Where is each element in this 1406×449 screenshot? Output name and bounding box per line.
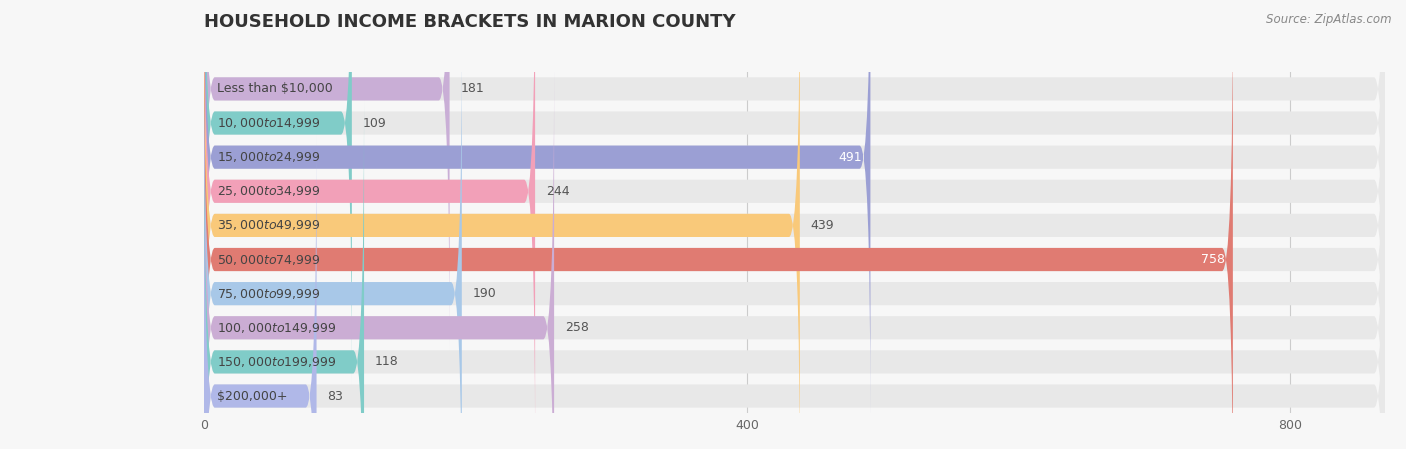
Text: $50,000 to $74,999: $50,000 to $74,999 — [218, 252, 321, 267]
FancyBboxPatch shape — [204, 0, 800, 449]
Text: 118: 118 — [375, 356, 399, 368]
Text: $25,000 to $34,999: $25,000 to $34,999 — [218, 184, 321, 198]
FancyBboxPatch shape — [204, 135, 1385, 449]
Text: 109: 109 — [363, 117, 387, 129]
FancyBboxPatch shape — [204, 0, 1385, 449]
Text: 190: 190 — [472, 287, 496, 300]
FancyBboxPatch shape — [204, 0, 870, 418]
Text: 83: 83 — [328, 390, 343, 402]
Text: 491: 491 — [838, 151, 862, 163]
Text: Source: ZipAtlas.com: Source: ZipAtlas.com — [1267, 13, 1392, 26]
Text: 244: 244 — [546, 185, 569, 198]
FancyBboxPatch shape — [204, 66, 1385, 449]
Text: $10,000 to $14,999: $10,000 to $14,999 — [218, 116, 321, 130]
Text: $35,000 to $49,999: $35,000 to $49,999 — [218, 218, 321, 233]
Text: $75,000 to $99,999: $75,000 to $99,999 — [218, 286, 321, 301]
FancyBboxPatch shape — [204, 0, 1385, 384]
FancyBboxPatch shape — [204, 0, 1233, 449]
Text: Less than $10,000: Less than $10,000 — [218, 83, 333, 95]
FancyBboxPatch shape — [204, 0, 1385, 350]
FancyBboxPatch shape — [204, 0, 450, 350]
FancyBboxPatch shape — [204, 66, 554, 449]
FancyBboxPatch shape — [204, 135, 316, 449]
Text: $100,000 to $149,999: $100,000 to $149,999 — [218, 321, 337, 335]
FancyBboxPatch shape — [204, 32, 461, 449]
FancyBboxPatch shape — [204, 0, 1385, 418]
FancyBboxPatch shape — [204, 32, 1385, 449]
Text: $15,000 to $24,999: $15,000 to $24,999 — [218, 150, 321, 164]
FancyBboxPatch shape — [204, 101, 1385, 449]
FancyBboxPatch shape — [204, 0, 1385, 449]
Text: 758: 758 — [1201, 253, 1225, 266]
Text: 181: 181 — [460, 83, 484, 95]
Text: HOUSEHOLD INCOME BRACKETS IN MARION COUNTY: HOUSEHOLD INCOME BRACKETS IN MARION COUN… — [204, 13, 735, 31]
Text: $150,000 to $199,999: $150,000 to $199,999 — [218, 355, 337, 369]
FancyBboxPatch shape — [204, 0, 536, 449]
FancyBboxPatch shape — [204, 0, 352, 384]
Text: $200,000+: $200,000+ — [218, 390, 288, 402]
FancyBboxPatch shape — [204, 0, 1385, 449]
FancyBboxPatch shape — [204, 101, 364, 449]
Text: 439: 439 — [811, 219, 834, 232]
Text: 258: 258 — [565, 321, 589, 334]
